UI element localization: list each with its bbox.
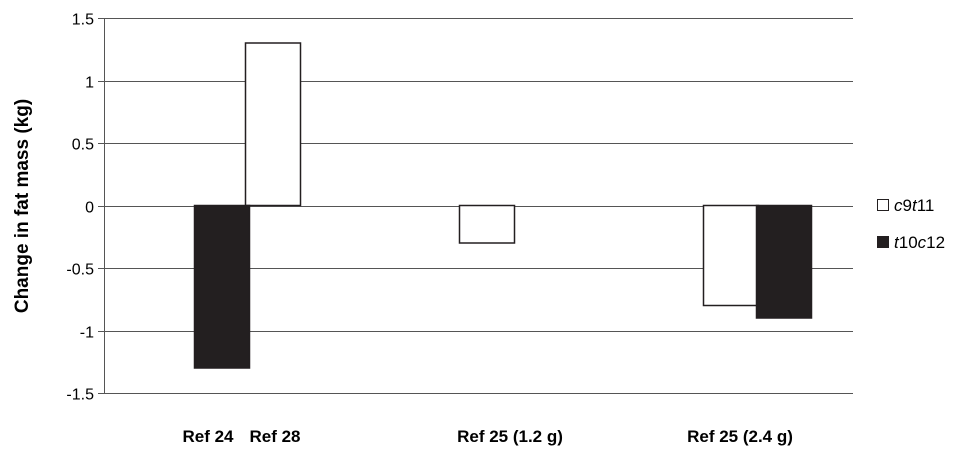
legend-swatch-t10c12: [877, 236, 889, 248]
y-axis-title: Change in fat mass (kg): [12, 99, 33, 313]
y-tick-label: -1.5: [66, 387, 94, 404]
legend-label-part: 11: [917, 196, 935, 215]
legend-label-part: 12: [926, 233, 945, 252]
bars: [193, 42, 813, 369]
bar-c9t11-3: [702, 204, 760, 307]
x-tick-label: Ref 25 (2.4 g): [687, 427, 793, 446]
y-axis: 1.5 1 0.5 0 -0.5 -1 -1.5: [66, 12, 105, 404]
bar-c9t11-1: [244, 42, 302, 207]
bar-t10c12-3: [755, 204, 813, 319]
legend-label-part: 9: [903, 196, 912, 215]
legend-label-part: t: [894, 233, 900, 252]
legend-swatch-c9t11: [877, 199, 889, 211]
legend-label-part: c: [918, 233, 927, 252]
legend-label-c9t11: c9t11: [894, 196, 934, 215]
y-tick-label: -1: [80, 325, 94, 342]
x-tick-label: Ref 24: [182, 427, 234, 446]
y-tick-label: 0: [85, 200, 94, 217]
x-axis-labels: Ref 24 Ref 28 Ref 25 (1.2 g) Ref 25 (2.4 g): [182, 427, 792, 446]
y-tick-label: -0.5: [66, 262, 94, 279]
y-tick-label: 1: [85, 75, 94, 92]
bar-c9t11-2: [458, 204, 516, 244]
bar-t10c12-0: [193, 204, 251, 369]
x-tick-label: Ref 28: [249, 427, 300, 446]
y-tick-label: 1.5: [72, 12, 94, 29]
legend-label-part: c: [894, 196, 903, 215]
y-tick-label: 0.5: [72, 137, 94, 154]
x-tick-label: Ref 25 (1.2 g): [457, 427, 563, 446]
legend-label-part: t: [912, 196, 918, 215]
legend-label-part: 10: [899, 233, 918, 252]
legend-label-t10c12: t10c12: [894, 233, 945, 252]
